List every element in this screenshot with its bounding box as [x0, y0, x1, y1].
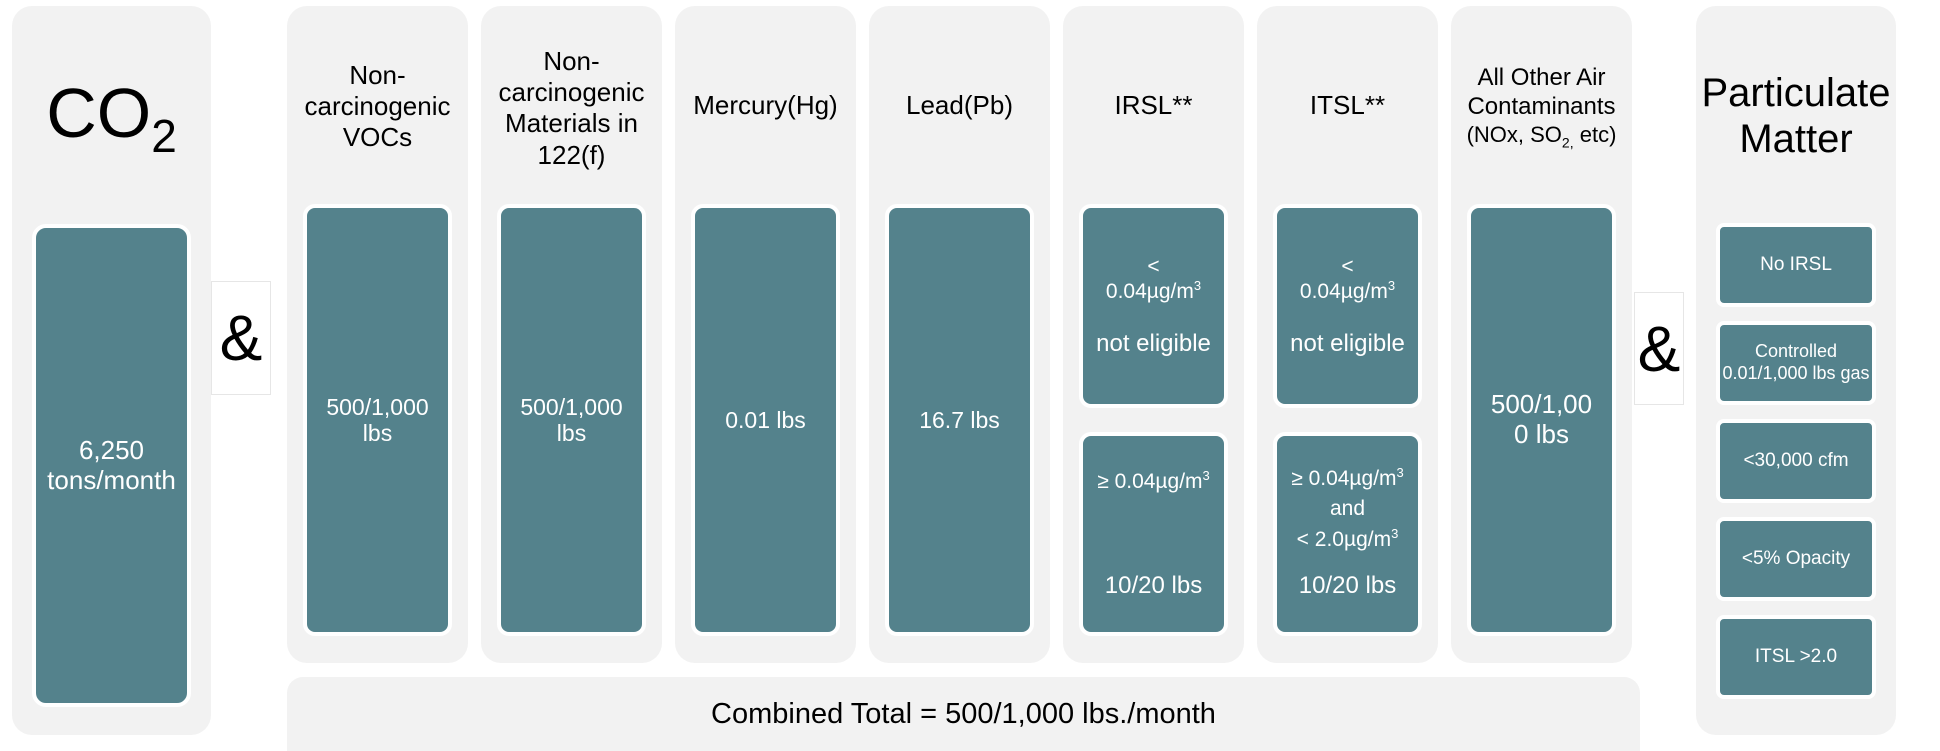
title-line: 122(f) [537, 139, 606, 170]
value-line: not eligible [1096, 329, 1211, 357]
value-line: lbs [362, 420, 393, 446]
co2-value-line1: 6,250 [78, 434, 145, 465]
pm-item-itsl: ITSL >2.0 [1716, 615, 1876, 699]
122f-threshold-box: 500/1,000 lbs [497, 204, 646, 636]
item-line: ITSL >2.0 [1754, 645, 1838, 667]
co2-panel: CO2 6,250 tons/month [12, 6, 211, 735]
item-line: <30,000 cfm [1743, 449, 1849, 471]
value-line: 10/20 lbs [1104, 571, 1203, 599]
column-mercury: Mercury(Hg) 0.01 lbs [675, 6, 856, 663]
title-line: (NOx, SO2, etc) [1453, 122, 1630, 151]
pm-item-opacity: <5% Opacity [1716, 517, 1876, 601]
column-title-lead: Lead(Pb) [906, 90, 1013, 120]
pm-item-no-irsl: No IRSL [1716, 223, 1876, 307]
superscript: 3 [1391, 525, 1399, 541]
value-line: < [1147, 254, 1160, 278]
superscript: 3 [1202, 467, 1210, 483]
pm-item-controlled: Controlled 0.01/1,000 lbs gas [1716, 321, 1876, 405]
column-title-irsl: IRSL** [1114, 90, 1193, 120]
value-text: 0.04µg/m [1105, 279, 1194, 303]
co2-title-main: CO [46, 74, 152, 152]
title-line: Non- [543, 46, 600, 76]
value-text: < 2.0µg/m [1296, 527, 1392, 551]
value-line: 0 lbs [1514, 419, 1569, 449]
column-lead: Lead(Pb) 16.7 lbs [869, 6, 1050, 663]
irsl-below-threshold-box: < 0.04µg/m3 not eligible [1079, 204, 1228, 408]
combined-total-bar: Combined Total = 500/1,000 lbs./month [287, 677, 1640, 751]
title-line: carcinogenic [304, 91, 451, 122]
column-itsl: ITSL** < 0.04µg/m3 not eligible ≥ 0.04µg… [1257, 6, 1438, 663]
irsl-above-threshold-box: ≥ 0.04µg/m3 10/20 lbs [1079, 432, 1228, 636]
item-line: 0.01/1,000 lbs gas [1722, 363, 1870, 383]
other-threshold-box: 500/1,00 0 lbs [1467, 204, 1616, 636]
column-title-itsl: ITSL** [1309, 90, 1386, 120]
column-title-other: All Other Air Contaminants (NOx, SO2, et… [1453, 64, 1630, 151]
value-line: < [1341, 254, 1354, 278]
column-title-vocs: Non- carcinogenic VOCs [289, 60, 466, 154]
superscript: 3 [1396, 464, 1404, 480]
pm-item-cfm: <30,000 cfm [1716, 419, 1876, 503]
value-line: 16.7 lbs [919, 406, 1000, 433]
value-line: < 2.0µg/m3 [1297, 525, 1399, 555]
value-line: 10/20 lbs [1298, 572, 1397, 600]
title-line: Non- [349, 60, 406, 90]
itsl-below-threshold-box: < 0.04µg/m3 not eligible [1273, 204, 1422, 408]
pm-title: Particulate Matter [1696, 70, 1896, 162]
title-text: etc) [1573, 121, 1617, 147]
value-text: ≥ 0.04µg/m [1291, 466, 1397, 490]
title-line: All Other Air [1477, 64, 1606, 91]
value-line: lbs [556, 420, 587, 446]
value-line: 0.01 lbs [725, 406, 806, 433]
title-line: Matter [1739, 117, 1853, 161]
vocs-threshold-box: 500/1,000 lbs [303, 204, 452, 636]
value-text: 0.04µg/m [1299, 279, 1388, 303]
title-line: Particulate [1701, 71, 1891, 115]
title-line: carcinogenic [498, 77, 645, 108]
itsl-range-box: ≥ 0.04µg/m3 and < 2.0µg/m3 10/20 lbs [1273, 432, 1422, 636]
superscript: 3 [1193, 277, 1202, 293]
value-line: ≥ 0.04µg/m3 [1097, 467, 1210, 494]
ampersand-right: & [1634, 292, 1684, 405]
value-line: 500/1,00 [1490, 389, 1593, 420]
column-irsl: IRSL** < 0.04µg/m3 not eligible ≥ 0.04µg… [1063, 6, 1244, 663]
superscript: 3 [1387, 277, 1396, 293]
value-text: ≥ 0.04µg/m [1097, 469, 1203, 493]
column-other-contaminants: All Other Air Contaminants (NOx, SO2, et… [1451, 6, 1632, 663]
value-line: not eligible [1290, 329, 1405, 357]
co2-title-subscript: 2 [151, 110, 177, 162]
co2-threshold-box: 6,250 tons/month [32, 224, 191, 707]
value-line: 500/1,000 [326, 393, 429, 420]
lead-threshold-box: 16.7 lbs [885, 204, 1034, 636]
column-materials-122f: Non- carcinogenic Materials in 122(f) 50… [481, 6, 662, 663]
value-line: and [1329, 497, 1366, 521]
value-line: ≥ 0.04µg/m3 [1291, 464, 1404, 494]
co2-title: CO2 [12, 78, 211, 159]
title-text: (NOx, SO [1466, 121, 1562, 147]
item-line: No IRSL [1760, 253, 1832, 275]
co2-value-line2: tons/month [47, 464, 176, 495]
mercury-threshold-box: 0.01 lbs [691, 204, 840, 636]
item-line: Controlled [1754, 341, 1838, 362]
title-line: VOCs [342, 122, 413, 153]
ampersand-left: & [211, 281, 271, 395]
value-line: 0.04µg/m3 [1105, 277, 1202, 304]
title-line: Materials in [505, 108, 638, 139]
subscript: 2, [1561, 133, 1574, 150]
value-line: 0.04µg/m3 [1299, 277, 1396, 304]
value-line: 500/1,000 [520, 393, 623, 420]
column-title-mercury: Mercury(Hg) [693, 90, 838, 120]
item-line: <5% Opacity [1741, 547, 1851, 569]
title-line: Contaminants [1467, 92, 1616, 120]
column-title-122f: Non- carcinogenic Materials in 122(f) [483, 46, 660, 171]
column-noncarcinogenic-vocs: Non- carcinogenic VOCs 500/1,000 lbs [287, 6, 468, 663]
